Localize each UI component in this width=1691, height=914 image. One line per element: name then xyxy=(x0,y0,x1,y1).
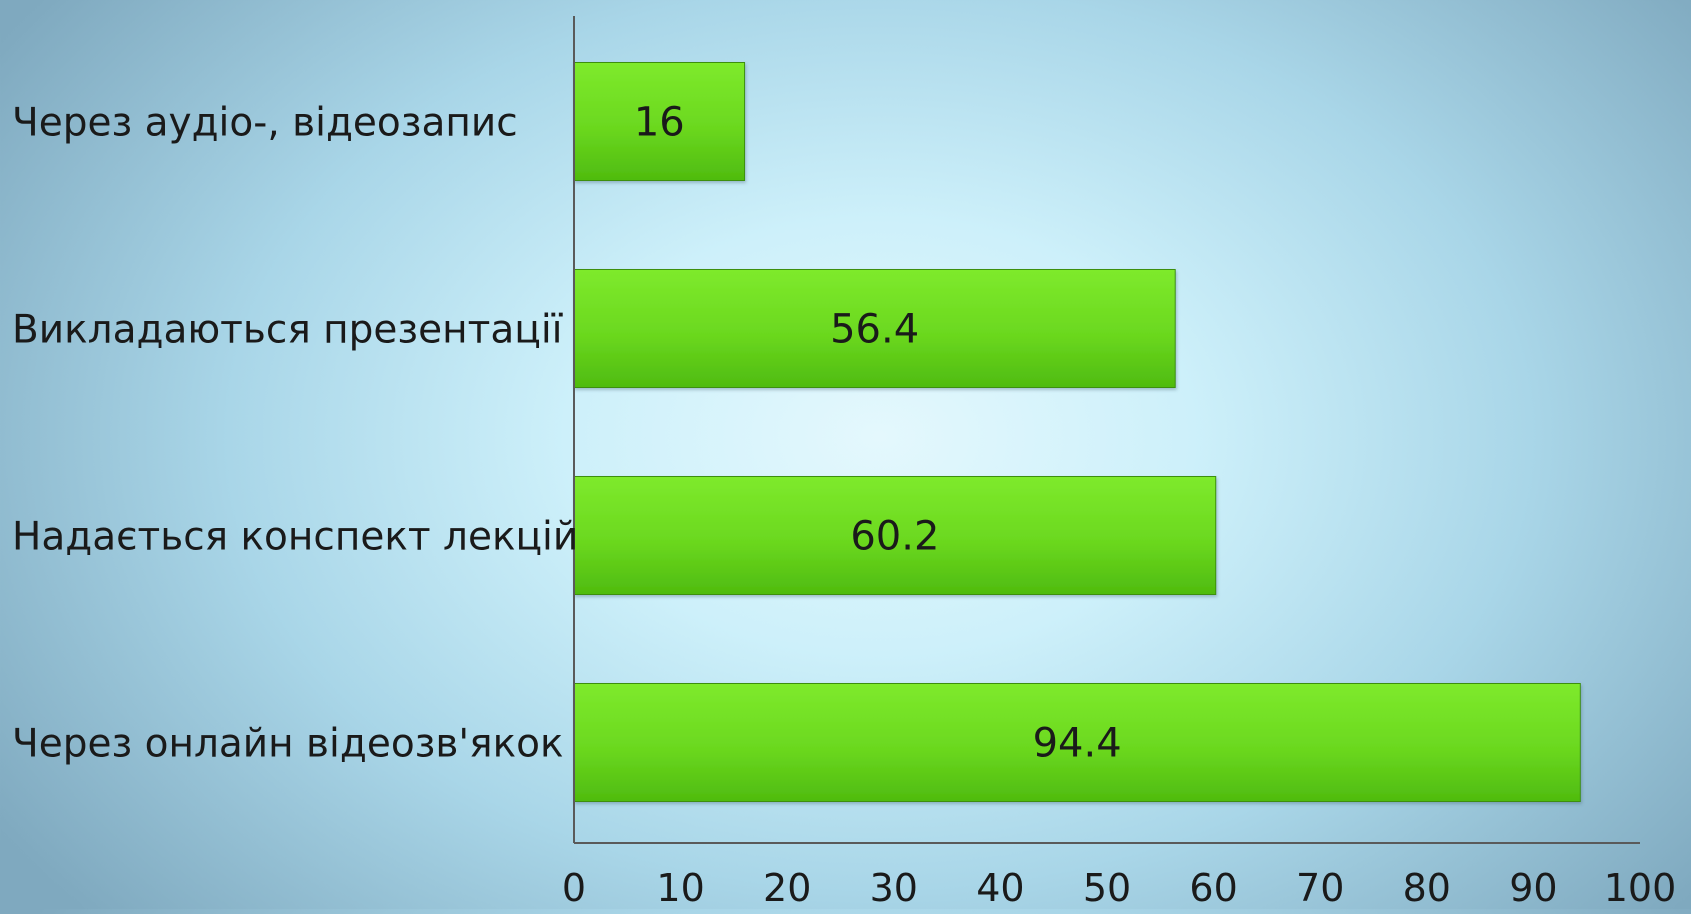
x-tick-label-30: 30 xyxy=(870,866,918,909)
data-label-3: 60.2 xyxy=(850,514,939,560)
x-tick-label-50: 50 xyxy=(1083,866,1131,909)
bar-2 xyxy=(573,269,1176,388)
data-label-4: 94.4 xyxy=(1033,721,1122,767)
x-tick-label-80: 80 xyxy=(1403,866,1451,909)
category-label-3: Надається конспект лекцій xyxy=(12,515,578,560)
labels-layer: 16 Через аудіо-, відеозапис 56.4 Викладають… xyxy=(12,100,1677,911)
bars-layer xyxy=(573,62,1581,802)
axes-layer xyxy=(573,16,1640,844)
x-tick-label-0: 0 xyxy=(562,866,586,909)
x-tick-label-70: 70 xyxy=(1296,866,1344,909)
data-label-2: 56.4 xyxy=(830,307,919,353)
x-tick-label-20: 20 xyxy=(763,866,811,909)
category-label-2: Викладаються презентації xyxy=(12,308,564,353)
x-tick-label-10: 10 xyxy=(656,866,704,909)
x-tick-label-40: 40 xyxy=(976,866,1024,909)
x-tick-label-60: 60 xyxy=(1189,866,1237,909)
bar-4 xyxy=(573,683,1581,802)
category-label-1: Через аудіо-, відеозапис xyxy=(12,101,518,146)
bar-1 xyxy=(573,62,746,181)
x-tick-label-100: 100 xyxy=(1604,866,1677,909)
x-tick-label-90: 90 xyxy=(1509,866,1557,909)
data-label-1: 16 xyxy=(634,100,685,146)
bar-3 xyxy=(573,476,1217,595)
category-label-4: Через онлайн відеозв'якок xyxy=(12,722,564,767)
